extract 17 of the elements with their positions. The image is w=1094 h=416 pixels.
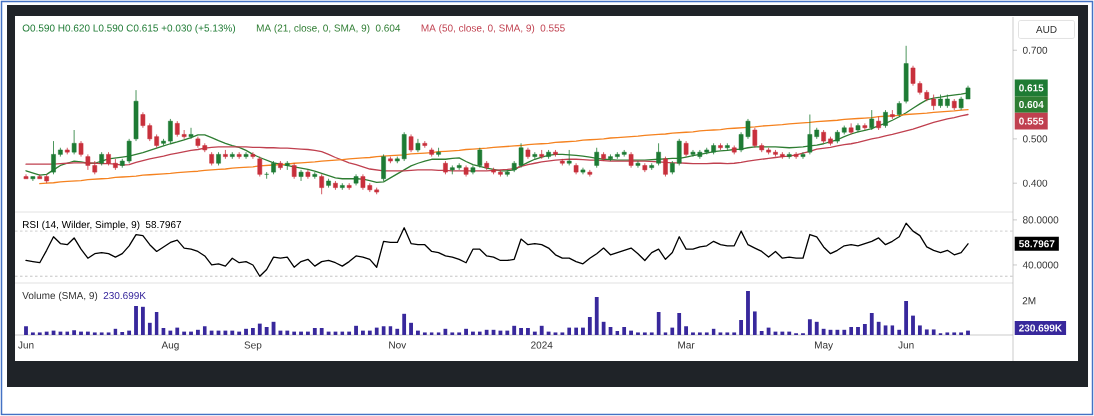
x-tick-label: May	[814, 341, 834, 351]
x-tick-label: Aug	[161, 341, 179, 351]
text: 58.7967	[1019, 240, 1055, 248]
chart-title: Volume (SMA, 9)	[22, 291, 98, 302]
x-tick-label: 2024	[531, 341, 553, 349]
x-tick-label: Nov	[389, 341, 407, 349]
y-tick-label: 40.0000	[1022, 261, 1059, 269]
x-tick-label: Jun	[898, 341, 914, 349]
x-tick-label: Sep	[244, 341, 262, 351]
text: 2M	[1022, 297, 1036, 305]
y-tick-label: 80.0000	[1022, 216, 1059, 224]
text: 230.699K	[1019, 324, 1062, 332]
annotation: 230.699K	[103, 292, 146, 300]
series-label: RSI (14, Wilder, Simple, 9)	[23, 220, 140, 231]
x-tick-label: Mar	[678, 341, 695, 349]
x-tick-label: Jun	[18, 341, 34, 349]
annotation: 58.7967	[145, 221, 182, 229]
